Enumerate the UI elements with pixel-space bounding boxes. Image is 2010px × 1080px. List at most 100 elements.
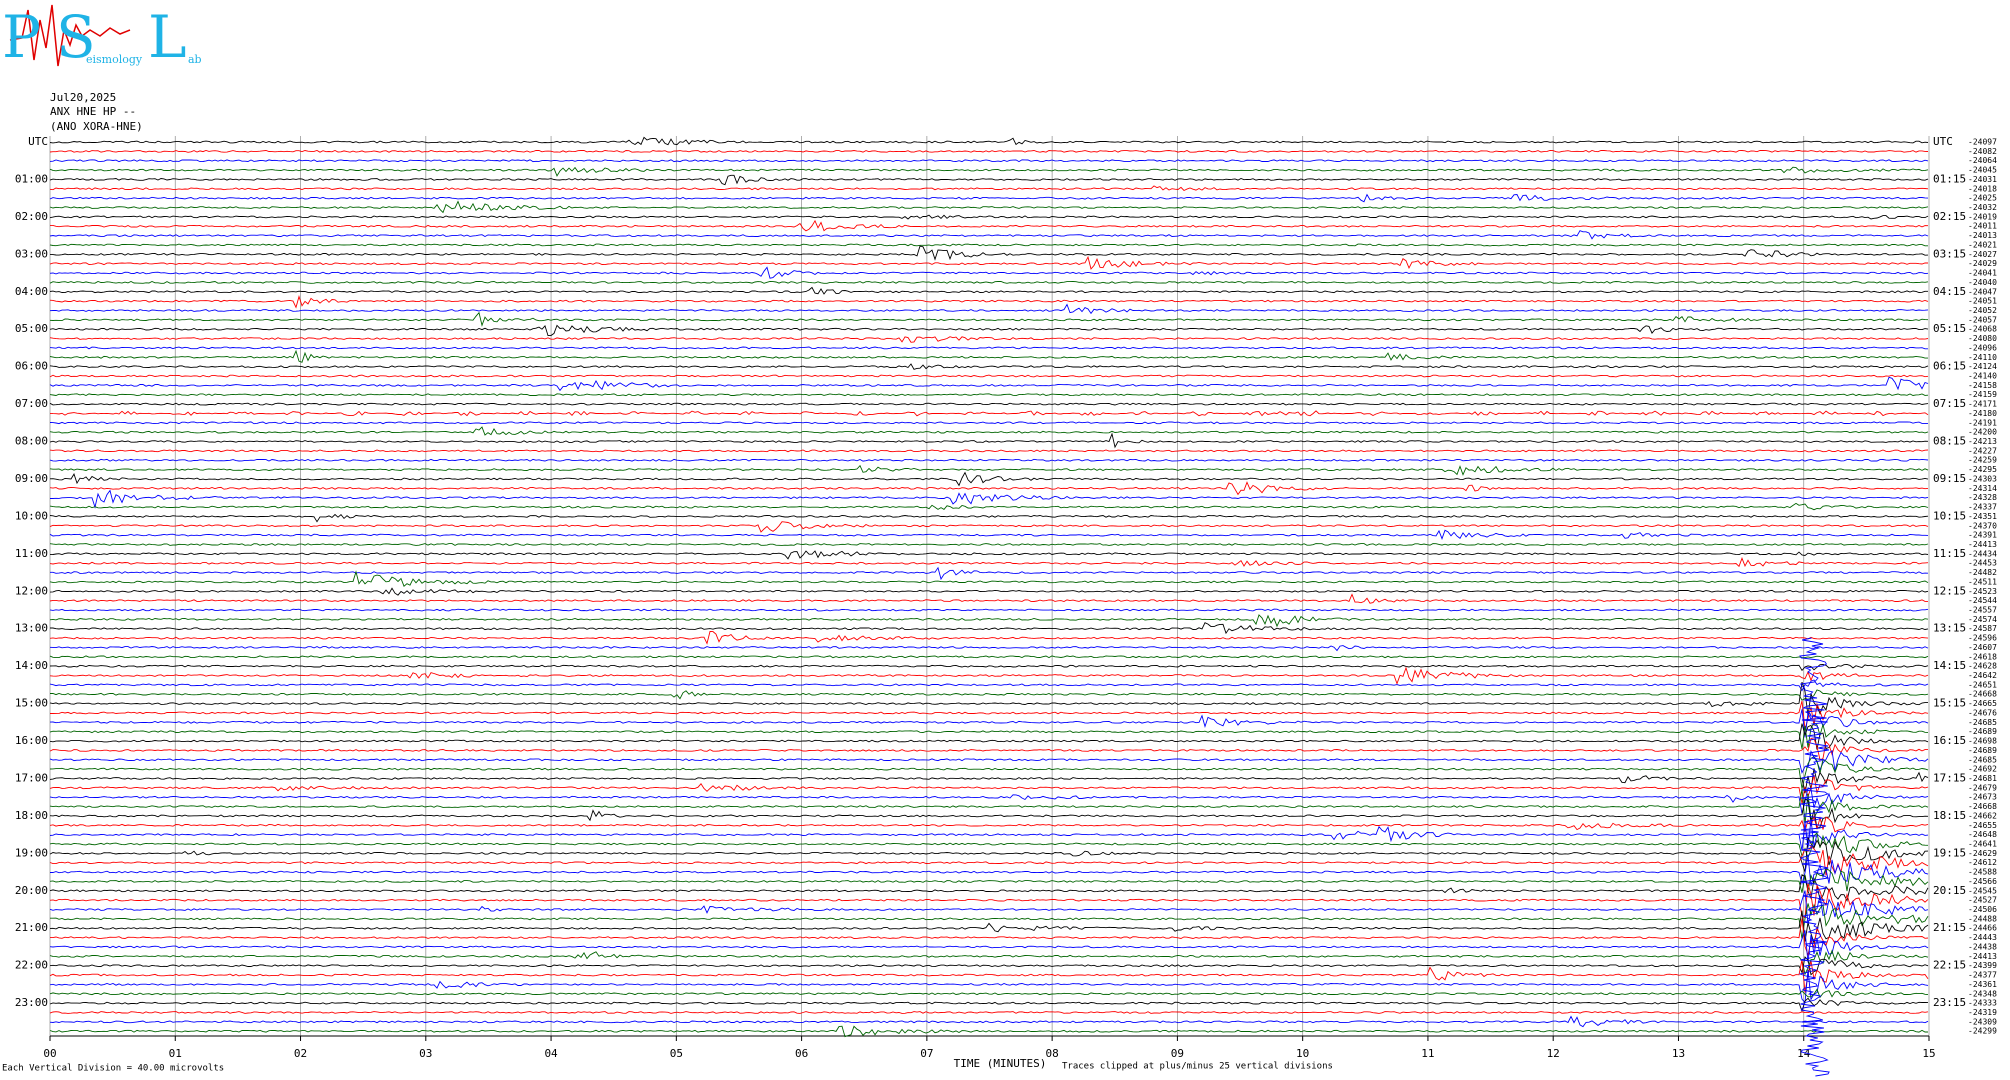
trace-offset: -24361 [1968,980,1997,989]
trace-offset: -24685 [1968,755,1997,764]
trace [49,295,1929,309]
trace-offset: -24351 [1968,512,1997,521]
logo-letter: S [56,3,96,71]
trace [50,918,1929,957]
trace [49,255,1928,270]
right-hour-label: 11:15 [1933,547,1966,560]
clipped-event [1798,637,1830,1077]
x-tick-label: 00 [43,1047,56,1060]
trace-offset: -24227 [1968,446,1997,455]
trace [49,883,1929,919]
trace [49,374,1929,378]
trace-offset: -24641 [1968,840,1997,849]
logo-letter: L [148,3,187,71]
trace-offset: -24681 [1968,774,1997,783]
trace-offset: -24180 [1968,409,1997,418]
right-hour-label: 02:15 [1933,210,1966,223]
trace [49,663,1929,672]
x-tick-label: 15 [1922,1047,1935,1060]
trace [49,1011,1929,1014]
left-hour-label: UTC [28,135,48,148]
trace-offset: -24438 [1968,942,1997,951]
left-hour-label: 02:00 [15,210,48,223]
right-hour-label: UTC [1933,135,1953,148]
right-hour-label: 13:15 [1933,622,1966,635]
trace-offset: -24668 [1968,690,1997,699]
trace [49,831,1929,860]
x-tick-label: 12 [1547,1047,1560,1060]
trace-offset: -24096 [1968,343,1997,352]
trace-offset: -24011 [1968,222,1997,231]
trace-offset: -24191 [1968,418,1997,427]
trace [50,855,1929,886]
trace [49,768,1929,794]
logo-letter: P [2,3,41,71]
left-hour-label: 20:00 [15,884,48,897]
right-hour-label: 21:15 [1933,921,1966,934]
trace-offset: -24348 [1968,989,1997,998]
trace-offset: -24124 [1968,362,1997,371]
trace [49,324,1929,337]
trace [49,737,1929,761]
trace [49,376,1929,392]
trace [49,458,1929,462]
left-hour-label: 12:00 [15,584,48,597]
right-hour-label: 12:15 [1933,584,1966,597]
trace-offset: -24679 [1968,783,1997,792]
trace [49,814,1929,833]
left-hour-label: 10:00 [15,509,48,522]
trace [49,280,1929,284]
trace-offset: -24337 [1968,503,1997,512]
trace [49,614,1929,628]
trace [49,243,1928,247]
right-hour-label: 09:15 [1933,472,1966,485]
trace-offset: -24668 [1968,802,1997,811]
trace-offset: -24685 [1968,718,1997,727]
logo-text: ab [188,53,202,66]
trace [49,393,1929,397]
x-tick-label: 03 [419,1047,432,1060]
trace-offset: -24052 [1968,306,1997,315]
trace [49,845,1929,876]
scale-note: Each Vertical Division = 40.00 microvolt… [2,1064,224,1074]
trace [50,489,1929,509]
right-hour-label: 15:15 [1933,697,1966,710]
trace [49,867,1929,893]
trace-offset: -24051 [1968,297,1997,306]
trace [49,432,1929,449]
trace [49,166,1929,177]
left-hour-label: 21:00 [15,921,48,934]
trace [49,969,1929,1004]
trace-offset: -24618 [1968,652,1997,661]
trace-offset: -24629 [1968,849,1997,858]
trace-offset: -24399 [1968,961,1997,970]
left-hour-label: 09:00 [15,472,48,485]
clip-note: Traces clipped at plus/minus 25 vertical… [1062,1062,1333,1072]
left-hour-label: 15:00 [15,697,48,710]
logo-text: eismology [86,53,143,66]
x-tick-label: 13 [1672,1047,1685,1060]
trace-offset: -24523 [1968,587,1997,596]
trace [49,593,1928,604]
trace-offset: -24511 [1968,577,1997,586]
trace-offset: -24041 [1968,269,1997,278]
network: (ANO XORA-HNE) [50,120,143,133]
trace [49,1015,1929,1028]
left-hour-label: 01:00 [15,172,48,185]
right-hour-label: 04:15 [1933,285,1966,298]
trace [49,193,1929,203]
trace [49,349,1928,363]
trace [50,700,1929,730]
trace-offset: -24140 [1968,372,1997,381]
trace [49,570,1929,587]
trace-offset: -24557 [1968,606,1997,615]
left-hour-label: 22:00 [15,959,48,972]
right-hour-label: 10:15 [1933,509,1966,522]
trace-offset: -24588 [1968,868,1997,877]
left-hour-label: 17:00 [15,771,48,784]
trace-offset: -24040 [1968,278,1997,287]
trace [49,303,1929,315]
trace-offset: -24314 [1968,484,1997,493]
left-hour-label: 13:00 [15,622,48,635]
trace [49,245,1929,261]
